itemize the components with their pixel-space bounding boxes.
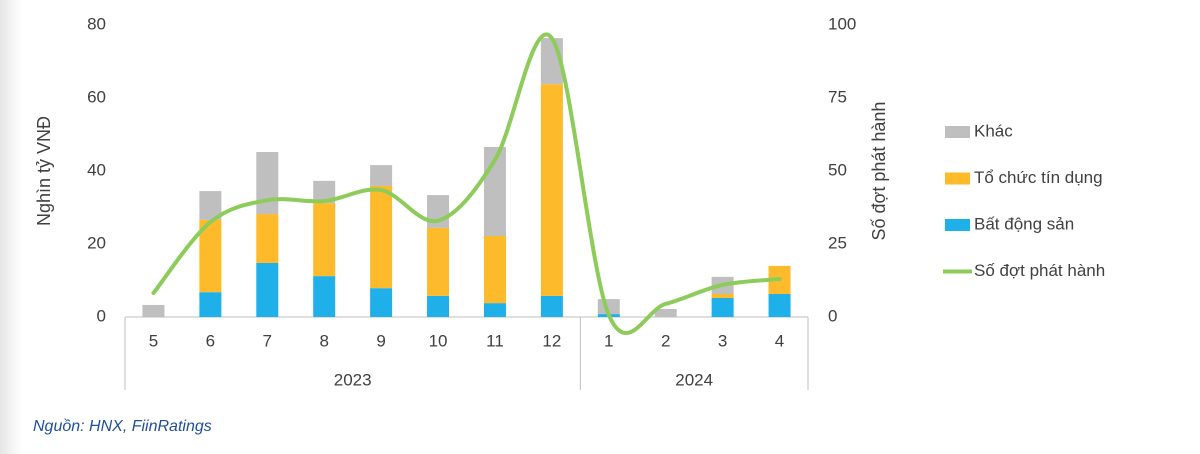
x-tick-label: 6: [206, 331, 215, 350]
y2-tick-label: 25: [828, 233, 847, 252]
bar: [540, 84, 563, 296]
bar: [483, 235, 506, 304]
legend-swatch: [945, 172, 970, 185]
bar: [654, 308, 677, 317]
bar: [313, 276, 336, 317]
x-tick-label: 8: [319, 331, 328, 350]
bar: [142, 304, 165, 317]
legend-label: Bất động sản: [974, 214, 1074, 233]
bar: [427, 195, 450, 228]
y2-tick-label: 75: [828, 87, 847, 106]
bar: [256, 152, 279, 215]
legend-label: Khác: [974, 121, 1013, 140]
bar: [313, 203, 336, 277]
legend-label: Tổ chức tín dụng: [974, 168, 1103, 187]
bar: [711, 298, 734, 317]
y2-tick-label: 0: [828, 306, 837, 325]
y-tick-label: 40: [87, 160, 106, 179]
x-tick-label: 4: [775, 331, 784, 350]
bar: [313, 180, 336, 204]
bar: [540, 295, 563, 317]
x-tick-label: 7: [263, 331, 272, 350]
bar: [427, 295, 450, 317]
bar: [370, 288, 393, 317]
y2-axis-label: Số đợt phát hành: [869, 102, 889, 241]
y2-tick-label: 50: [828, 160, 847, 179]
x-tick-label: 11: [486, 331, 504, 350]
x-tick-label: 12: [542, 331, 561, 350]
edge-shade: [0, 0, 22, 454]
y2-tick-label: 100: [828, 14, 856, 33]
x-tick-label: 2: [661, 331, 670, 350]
bar: [199, 292, 222, 317]
y-tick-label: 60: [87, 87, 106, 106]
legend-swatch: [945, 219, 970, 231]
legend-label: Số đợt phát hành: [974, 261, 1105, 280]
y-tick-label: 80: [87, 14, 106, 33]
bar: [427, 227, 450, 296]
group-label: 2024: [675, 370, 713, 389]
legend-swatch: [945, 126, 970, 138]
x-tick-label: 5: [149, 331, 158, 350]
source: Nguồn: HNX, FiinRatings: [33, 418, 212, 435]
y-tick-label: 20: [87, 233, 106, 252]
x-tick-label: 9: [376, 331, 385, 350]
x-tick-label: 1: [604, 331, 613, 350]
line: [151, 32, 782, 335]
bar: [711, 294, 734, 299]
bar: [370, 165, 393, 186]
bar: [256, 262, 279, 317]
y-tick-label: 0: [97, 306, 106, 325]
y-axis-label: Nghìn tỷ VNĐ: [34, 116, 54, 226]
group-label: 2023: [334, 370, 372, 389]
bar: [256, 214, 279, 263]
x-tick-label: 10: [429, 331, 448, 350]
bar: [370, 185, 393, 289]
bar: [768, 294, 791, 317]
bar: [483, 303, 506, 317]
bar: [199, 191, 222, 220]
bar: [199, 219, 222, 293]
x-tick-label: 3: [718, 331, 727, 350]
